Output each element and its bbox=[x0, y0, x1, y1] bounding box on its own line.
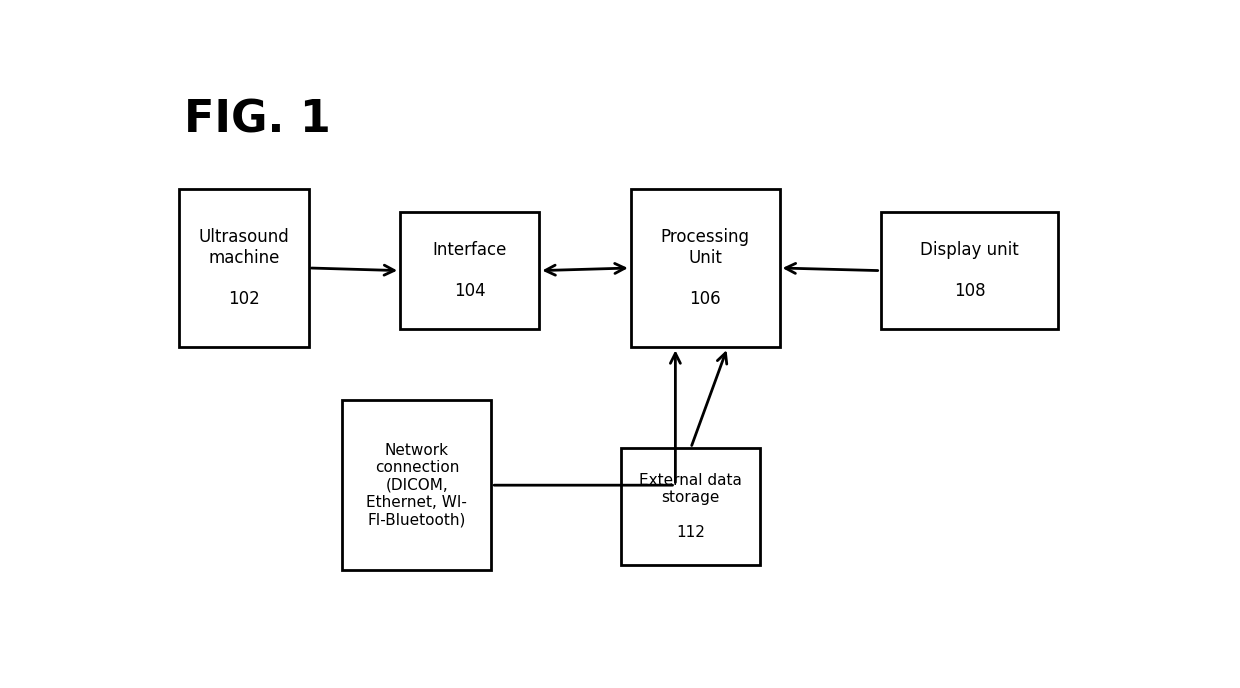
Text: Display unit

108: Display unit 108 bbox=[920, 241, 1019, 301]
Bar bbox=[631, 189, 780, 347]
Text: Ultrasound
machine

102: Ultrasound machine 102 bbox=[198, 228, 289, 308]
Bar bbox=[342, 400, 491, 570]
Bar bbox=[401, 213, 539, 329]
Text: External data
storage

112: External data storage 112 bbox=[640, 473, 743, 540]
Bar bbox=[621, 448, 760, 565]
Text: FIG. 1: FIG. 1 bbox=[184, 98, 331, 142]
Text: Processing
Unit

106: Processing Unit 106 bbox=[661, 228, 750, 308]
Bar bbox=[880, 213, 1058, 329]
Text: Network
connection
(DICOM,
Ethernet, WI-
FI-Bluetooth): Network connection (DICOM, Ethernet, WI-… bbox=[367, 443, 467, 528]
Text: Interface

104: Interface 104 bbox=[433, 241, 507, 301]
Bar bbox=[179, 189, 309, 347]
